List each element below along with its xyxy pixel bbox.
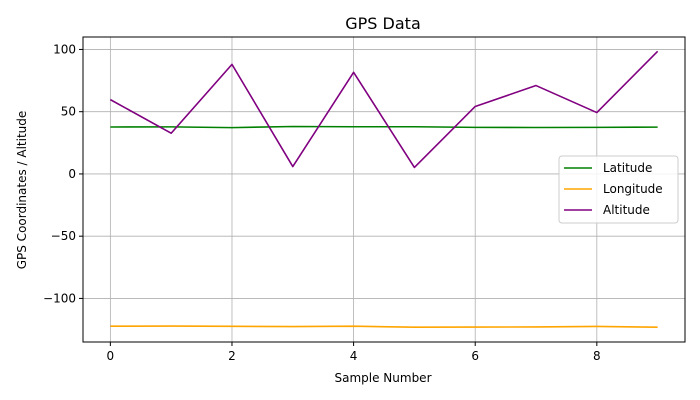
axis-ticks: 0 2 4 6 8 −100 −50 0 50 100 (43, 42, 601, 363)
legend-label-longitude: Longitude (603, 182, 663, 196)
y-tick-label: 0 (68, 167, 76, 181)
series-line-altitude (109, 50, 659, 169)
legend: Latitude Longitude Altitude (558, 155, 679, 224)
y-tick-label: 100 (53, 42, 76, 56)
series-line-latitude (110, 125, 658, 129)
x-tick-label: 4 (350, 349, 358, 363)
x-tick-label: 6 (471, 349, 479, 363)
grid-lines (83, 37, 685, 342)
chart-title: GPS Data (345, 14, 421, 33)
x-tick-label: 2 (228, 349, 236, 363)
y-tick-label: −50 (51, 229, 76, 243)
y-axis-label: GPS Coordinates / Altitude (15, 111, 29, 270)
legend-box (558, 155, 679, 224)
series-lines (109, 50, 659, 328)
y-tick-label: −100 (43, 291, 76, 305)
x-tick-label: 8 (593, 349, 601, 363)
y-tick-label: 50 (61, 105, 76, 119)
x-axis-label: Sample Number (334, 371, 431, 385)
legend-label-altitude: Altitude (603, 203, 650, 217)
legend-label-latitude: Latitude (603, 161, 652, 175)
plot-area-frame (82, 36, 686, 343)
x-tick-label: 0 (107, 349, 115, 363)
series-line-longitude (110, 325, 658, 328)
